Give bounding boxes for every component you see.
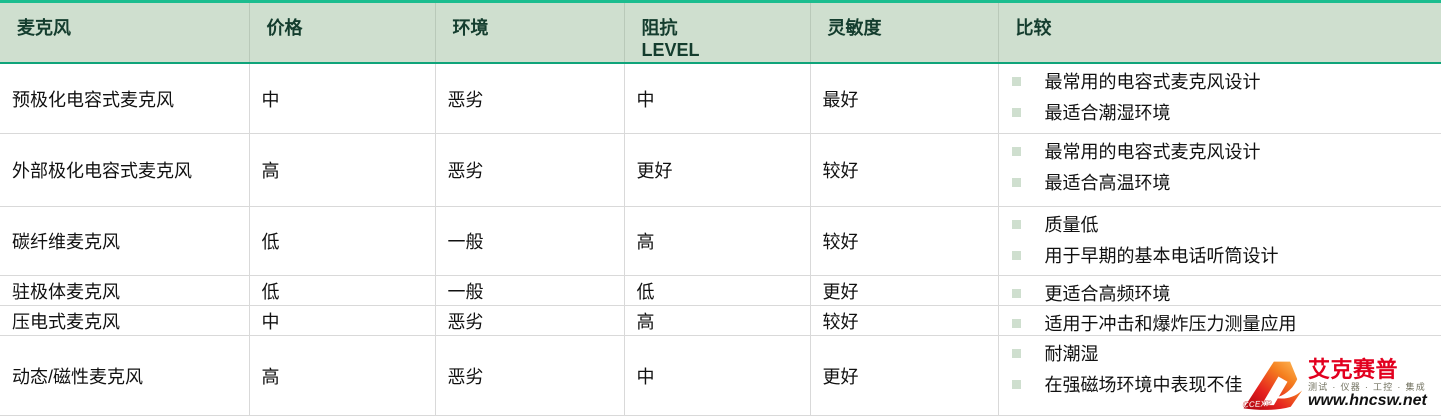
svg-text:CCEXP: CCEXP <box>1242 398 1272 410</box>
